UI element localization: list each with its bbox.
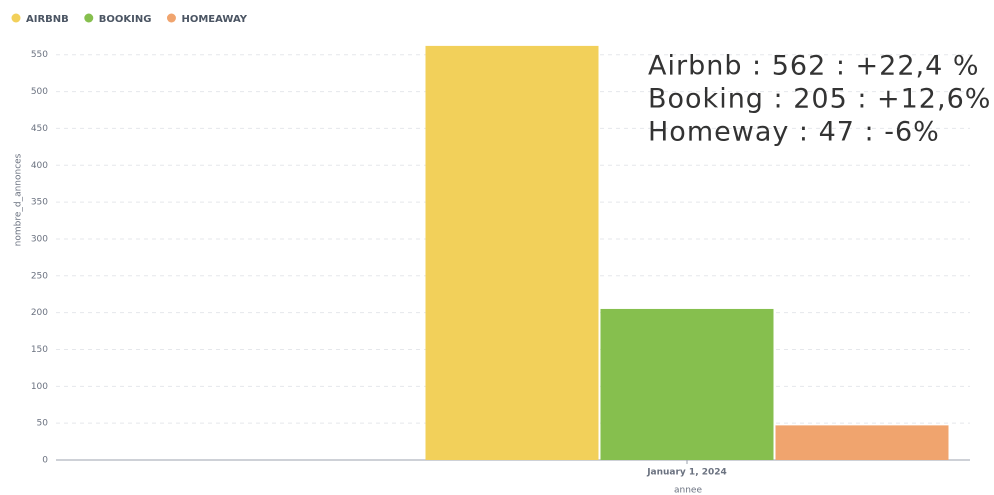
- bar: [775, 425, 949, 460]
- y-tick-label: 550: [31, 50, 48, 60]
- y-tick-label: 350: [31, 198, 48, 208]
- y-tick-label: 300: [31, 234, 48, 244]
- x-tick-label: January 1, 2024: [646, 468, 727, 478]
- legend-label: AIRBNB: [26, 14, 69, 25]
- y-tick-label: 150: [31, 345, 48, 355]
- annotation: Airbnb : 562 : +22,4 %: [648, 51, 980, 82]
- x-axis-label: annee: [674, 486, 702, 495]
- y-tick-label: 250: [31, 271, 48, 281]
- annotation: Homeway : 47 : -6%: [648, 117, 940, 148]
- y-tick-label: 0: [42, 456, 48, 466]
- y-tick-label: 50: [37, 419, 49, 429]
- y-tick-label: 100: [31, 382, 48, 392]
- legend-swatch: [166, 13, 176, 23]
- bar: [600, 308, 774, 460]
- y-tick-label: 200: [31, 308, 48, 318]
- legend-swatch: [11, 13, 21, 23]
- annotation: Booking : 205 : +12,6%: [648, 84, 991, 115]
- y-tick-label: 450: [31, 124, 48, 134]
- legend-swatch: [84, 13, 94, 23]
- y-axis-label: nombre_d_annonces: [14, 153, 24, 246]
- y-tick-label: 500: [31, 87, 48, 97]
- y-tick-label: 400: [31, 161, 48, 171]
- bar: [425, 45, 599, 460]
- legend-label: HOMEAWAY: [181, 14, 247, 25]
- legend-label: BOOKING: [99, 14, 152, 25]
